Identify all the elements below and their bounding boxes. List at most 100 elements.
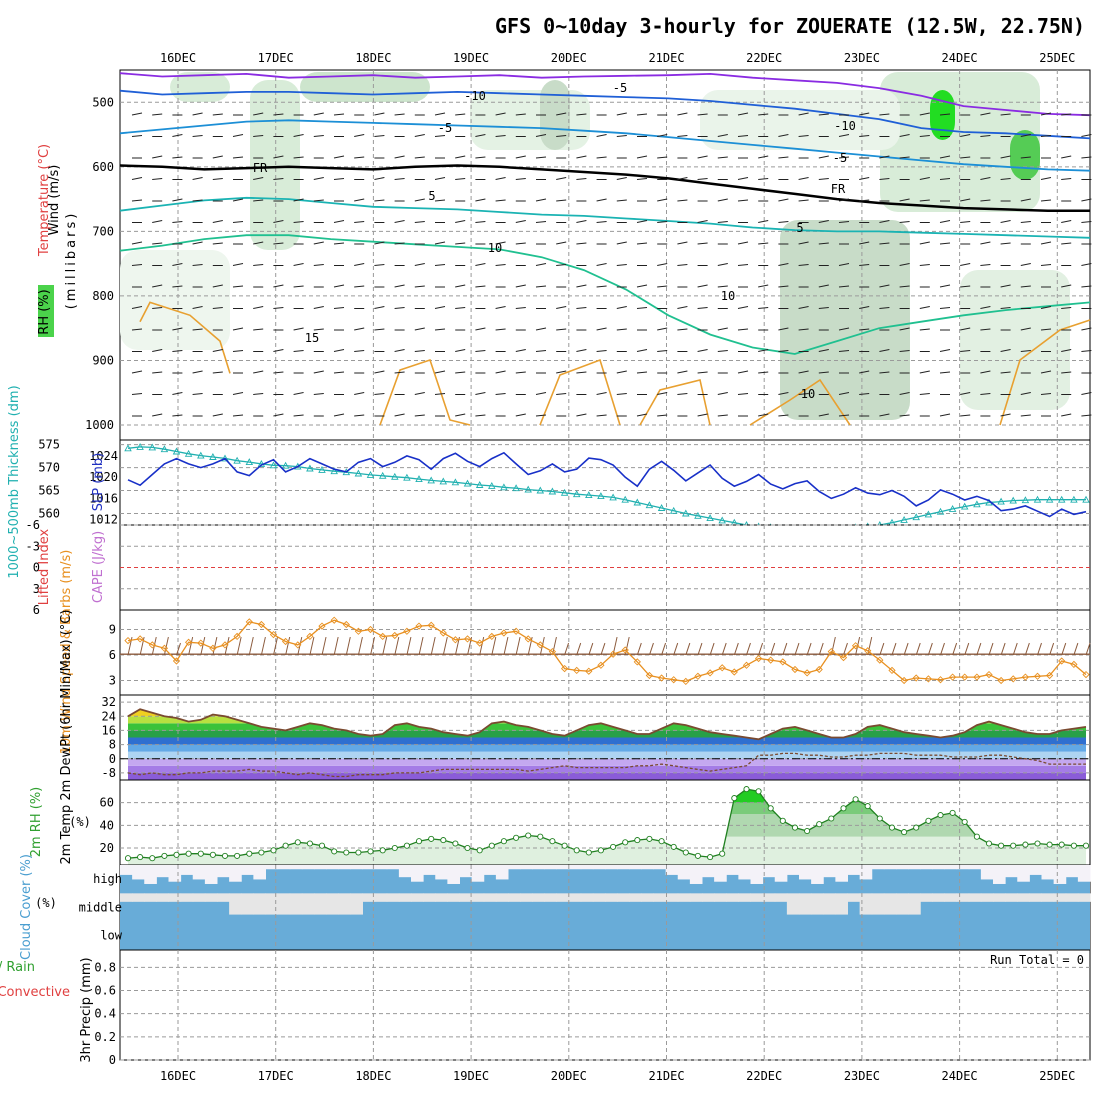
cloud-cell-middle [677, 893, 691, 902]
dewpoint-line [127, 752, 1086, 778]
wind-barb-10m [1049, 642, 1055, 656]
wind-barb [192, 241, 203, 245]
wind-tick-label: 3 [109, 674, 116, 688]
rh-point [537, 833, 544, 840]
wind-speed-point [706, 669, 714, 677]
wind-barb [798, 177, 809, 180]
rh-point [682, 849, 689, 856]
wind-barb [434, 264, 446, 266]
temperature-band [128, 737, 1086, 745]
wind-barb [293, 414, 304, 417]
wind-barb [758, 371, 769, 374]
wind-barb [273, 242, 284, 245]
wind-barb [1000, 349, 1011, 352]
wind-barb [636, 307, 648, 309]
rh-point [173, 851, 180, 858]
rh-tick-label: 60 [100, 796, 114, 810]
wind-barb [354, 198, 365, 202]
temperature-contour [119, 196, 1091, 239]
cloud-cell-high [932, 865, 945, 870]
wind-barb [758, 178, 769, 180]
wind-barb [414, 134, 425, 137]
wind-barb [939, 284, 951, 288]
wind-barb [556, 177, 567, 180]
wind-barb [1061, 349, 1072, 352]
wind10m-label: 10m Wind Speed & Barbs (m/s) [59, 550, 74, 755]
wind-barb [1000, 307, 1011, 309]
wind-barb [636, 178, 648, 180]
rh-shading [960, 270, 1070, 410]
rh-point [561, 842, 568, 849]
date-label-bottom: 25DEC [1039, 1069, 1075, 1083]
cloud-cell-middle [265, 893, 279, 915]
cloud-cell-middle [289, 893, 303, 915]
cloud-cell-high [435, 865, 448, 880]
wind-barb [232, 414, 244, 417]
pressure-tick-label: 500 [92, 95, 114, 109]
cloud-cell-middle [192, 893, 206, 902]
wind-barb [374, 135, 385, 137]
wind-barb [1020, 350, 1031, 352]
wind-barb-10m [321, 636, 327, 656]
rh-point [428, 835, 435, 842]
thickness-point [682, 509, 690, 517]
wind-barb [232, 134, 244, 137]
cloud-cell-middle [156, 893, 169, 902]
wind-barb [1061, 413, 1072, 417]
thickness-point [245, 458, 254, 466]
wind-barb [697, 155, 708, 159]
cloud-cell-high [580, 865, 594, 870]
wind-speed-point [245, 618, 253, 626]
wind-barb [980, 393, 991, 395]
cloud-cell-high [374, 865, 388, 870]
rh-unit-label: (%) [69, 815, 91, 829]
wind-barb [273, 413, 284, 417]
wind-barb [980, 199, 991, 202]
wind-speed-point [900, 676, 908, 685]
wind-barb-10m [697, 642, 703, 656]
cape-li-panel: -6 -3 0 3 6 Lifted Index CAPE (J/kg) [26, 518, 1091, 617]
wind-barb [960, 414, 971, 417]
cloud-cell-high [774, 865, 788, 882]
wind-barb-10m [503, 636, 509, 656]
wind-barb [253, 135, 264, 137]
rh-point [876, 815, 883, 822]
thickness-point [997, 497, 1005, 505]
wind-barb [1040, 177, 1052, 180]
wind-barb-10m [479, 636, 485, 656]
wind-barb [535, 221, 547, 223]
thickness-point [415, 475, 423, 483]
wind-barb-10m [964, 642, 970, 656]
wind-barb [939, 220, 951, 223]
wind-barb [1081, 221, 1092, 223]
wind-barb [192, 112, 203, 116]
pressure-tick-label: 900 [92, 353, 114, 367]
thickness-point [548, 487, 557, 495]
wind-barb [818, 349, 829, 352]
wind-barb [879, 178, 890, 180]
wind-barb [192, 264, 203, 266]
cloud-cell-middle [1041, 893, 1055, 902]
wind-barb [636, 242, 648, 245]
thickness-point [597, 492, 605, 500]
wind-barb [455, 220, 466, 223]
wind-barb [273, 155, 284, 159]
wind-speed-point [318, 622, 326, 630]
wind-speed-point [1009, 675, 1017, 683]
cloud-cell-middle [653, 893, 667, 902]
wind-barb [1000, 413, 1011, 417]
wind-speed-point [197, 639, 205, 647]
wind-barb [616, 328, 627, 331]
wind-speed-point [172, 657, 181, 665]
rh-point [1022, 841, 1029, 848]
wind-barb [515, 113, 526, 116]
rh-point [852, 796, 859, 803]
temp-tick-label: 16 [102, 723, 116, 737]
wind-barb [758, 155, 769, 159]
wind-speed-point [500, 629, 508, 637]
wind-barb [495, 199, 506, 202]
thickness-point [936, 507, 945, 515]
wind-speed-point [160, 644, 169, 652]
wind-speed-point [269, 630, 278, 639]
thickness-point [912, 513, 920, 521]
